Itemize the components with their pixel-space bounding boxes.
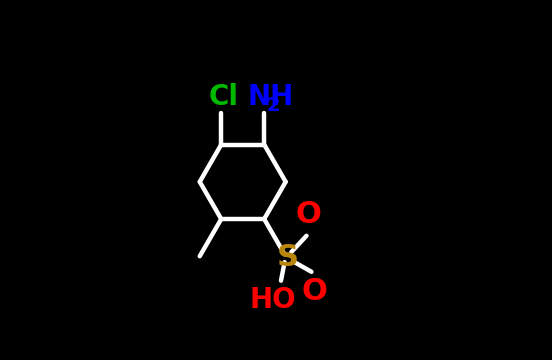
Text: 2: 2 <box>266 96 280 115</box>
Text: HO: HO <box>250 286 296 314</box>
Text: O: O <box>301 276 327 306</box>
Text: S: S <box>277 243 299 272</box>
Text: O: O <box>296 201 322 229</box>
Text: Cl: Cl <box>209 83 239 111</box>
Text: NH: NH <box>247 83 294 111</box>
